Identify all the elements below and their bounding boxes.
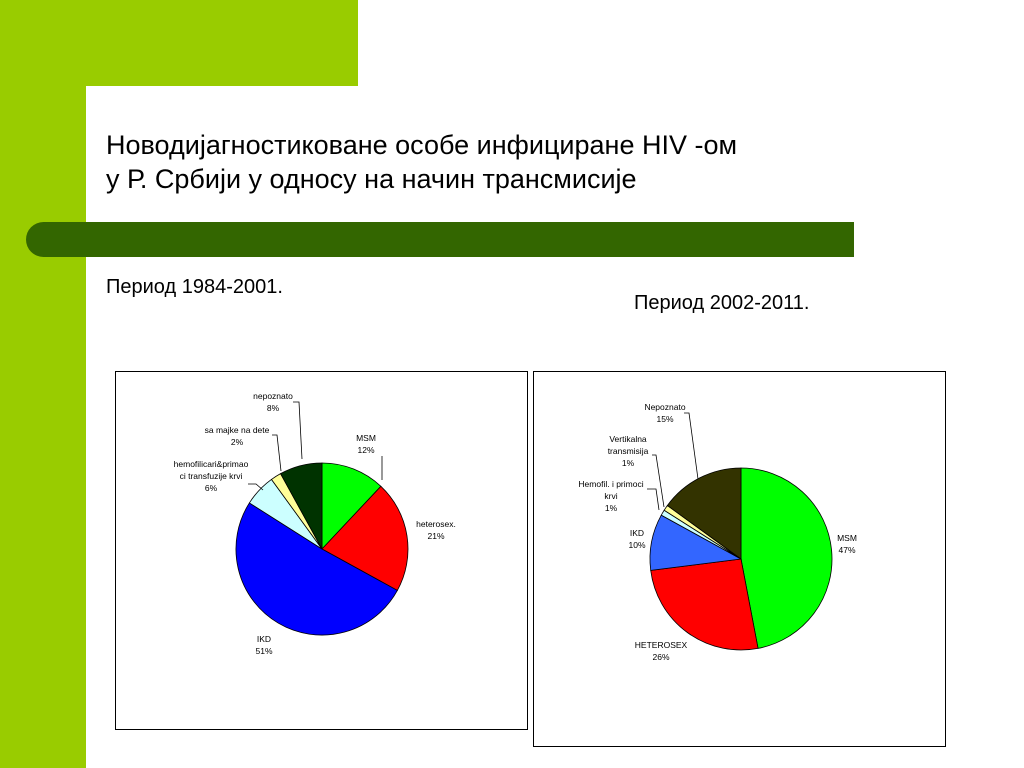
pie-slice-1-0 bbox=[740, 467, 833, 649]
leader-line-0-4 bbox=[272, 434, 282, 472]
pie-slice-0-2 bbox=[235, 502, 398, 636]
leader-line-1-4 bbox=[652, 454, 665, 508]
pie-slice-1-1 bbox=[650, 558, 759, 651]
slice-label-line: sa majke na dete bbox=[205, 425, 270, 435]
slice-label-line: Vertikalna bbox=[609, 434, 647, 444]
slice-label-line: 26% bbox=[652, 652, 669, 662]
slice-label-line: MSM bbox=[837, 533, 857, 543]
slide-title-line-2: у Р. Србији у односу на начин трансмисиј… bbox=[106, 164, 637, 194]
period-label-right: Период 2002-2011. bbox=[634, 292, 810, 314]
pie-chart-svg-2002-2011: MSM 47% HETEROSEX 26% IKD 10% Hemofil. i primo… bbox=[578, 402, 857, 662]
slice-label-1-5: Nepoznato 15% bbox=[644, 402, 685, 424]
pie-slice-0-0 bbox=[321, 462, 382, 551]
slice-label-line: MSM bbox=[356, 433, 376, 443]
pie-chart-2002-2011: MSM 47% HETEROSEX 26% IKD 10% Hemofil. i primo… bbox=[533, 371, 946, 747]
slice-label-line: HETEROSEX bbox=[635, 640, 688, 650]
slice-label-0-2: IKD 51% bbox=[255, 634, 272, 656]
slice-label-line: nepoznato bbox=[253, 391, 293, 401]
title-divider-bar bbox=[26, 222, 854, 257]
slice-label-line: 51% bbox=[255, 646, 272, 656]
slice-label-line: 8% bbox=[267, 403, 280, 413]
slice-label-line: Hemofil. i primoci bbox=[578, 479, 643, 489]
period-label-left: Период 1984-2001. bbox=[106, 276, 283, 298]
slice-label-0-1: heterosex. 21% bbox=[416, 519, 456, 541]
pie-slice-0-1 bbox=[321, 485, 409, 591]
pie-slice-0-5 bbox=[280, 462, 323, 550]
slice-label-1-4: Vertikalna transmisija 1% bbox=[608, 434, 649, 468]
slice-label-0-3: hemofilicari&primao ci transfuzije krvi 6% bbox=[174, 459, 249, 493]
slice-label-1-3: Hemofil. i primoci krvi 1% bbox=[578, 479, 643, 513]
slice-label-line: 21% bbox=[427, 531, 444, 541]
slice-label-line: IKD bbox=[257, 634, 271, 644]
slice-label-line: hemofilicari&primao bbox=[174, 459, 249, 469]
pie-chart-svg-1984-2001: MSM 12% heterosex. 21% IKD 51% hemofilicari&pr… bbox=[174, 391, 456, 656]
accent-left-band bbox=[0, 0, 86, 768]
slice-label-0-0: MSM 12% bbox=[356, 433, 376, 455]
leader-line-1-3 bbox=[647, 488, 660, 511]
leader-line-0-5 bbox=[293, 401, 303, 460]
slice-label-0-5: nepoznato 8% bbox=[253, 391, 293, 413]
slice-label-line: 1% bbox=[622, 458, 635, 468]
slice-label-line: 47% bbox=[838, 545, 855, 555]
slice-label-line: heterosex. bbox=[416, 519, 456, 529]
slide-title-line-1: Новодијагностиковане особе инфициране HI… bbox=[106, 130, 738, 160]
slice-label-1-1: HETEROSEX 26% bbox=[635, 640, 688, 662]
slice-label-1-2: IKD 10% bbox=[628, 528, 645, 550]
slice-label-line: 15% bbox=[656, 414, 673, 424]
slide-title: Новодијагностиковане особе инфициране HI… bbox=[106, 128, 926, 196]
slice-label-line: ci transfuzije krvi bbox=[180, 471, 243, 481]
slice-label-line: 10% bbox=[628, 540, 645, 550]
pie-slice-1-5 bbox=[666, 467, 742, 560]
slice-label-line: krvi bbox=[604, 491, 617, 501]
slice-label-line: transmisija bbox=[608, 446, 649, 456]
slice-label-line: 1% bbox=[605, 503, 618, 513]
slice-label-line: 2% bbox=[231, 437, 244, 447]
leader-line-1-5 bbox=[684, 412, 699, 480]
pie-chart-1984-2001: MSM 12% heterosex. 21% IKD 51% hemofilicari&pr… bbox=[115, 371, 528, 730]
leader-line-0-3 bbox=[248, 483, 264, 491]
slice-label-line: IKD bbox=[630, 528, 644, 538]
slice-label-1-0: MSM 47% bbox=[837, 533, 857, 555]
slice-label-0-4: sa majke na dete 2% bbox=[205, 425, 270, 447]
slice-label-line: 12% bbox=[357, 445, 374, 455]
slice-label-line: Nepoznato bbox=[644, 402, 685, 412]
slice-label-line: 6% bbox=[205, 483, 218, 493]
accent-top-band bbox=[0, 0, 358, 86]
